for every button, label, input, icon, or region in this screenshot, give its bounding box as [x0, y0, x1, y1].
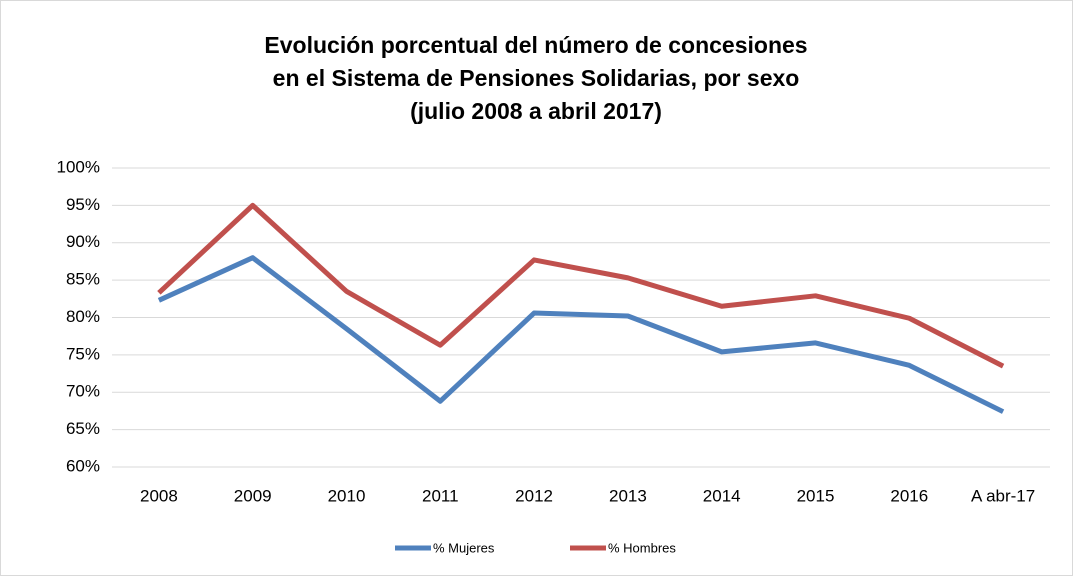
chart-title: Evolución porcentual del número de conce…	[264, 32, 807, 58]
y-tick-label: 95%	[66, 195, 100, 214]
y-tick-label: 90%	[66, 232, 100, 251]
x-tick-label: 2014	[703, 486, 741, 505]
y-tick-label: 70%	[66, 382, 100, 401]
series-line	[157, 255, 1005, 414]
y-tick-label: 100%	[57, 157, 100, 176]
x-tick-label: 2009	[234, 486, 272, 505]
x-tick-label: 2008	[140, 486, 178, 505]
series-line	[157, 202, 1005, 369]
chart-title: en el Sistema de Pensiones Solidarias, p…	[273, 65, 800, 91]
x-tick-label: 2013	[609, 486, 647, 505]
x-tick-label: 2010	[328, 486, 366, 505]
legend-label: % Hombres	[608, 540, 676, 555]
x-tick-label: A abr-17	[971, 486, 1035, 505]
chart-title: (julio 2008 a abril 2017)	[410, 98, 662, 124]
x-tick-label: 2016	[890, 486, 928, 505]
x-tick-label: 2012	[515, 486, 553, 505]
x-tick-label: 2011	[422, 486, 459, 505]
y-tick-label: 65%	[66, 419, 100, 438]
legend-label: % Mujeres	[433, 540, 495, 555]
y-tick-label: 80%	[66, 307, 100, 326]
x-tick-label: 2015	[797, 486, 835, 505]
y-tick-label: 75%	[66, 344, 100, 363]
y-tick-label: 85%	[66, 270, 100, 289]
y-tick-label: 60%	[66, 456, 100, 475]
